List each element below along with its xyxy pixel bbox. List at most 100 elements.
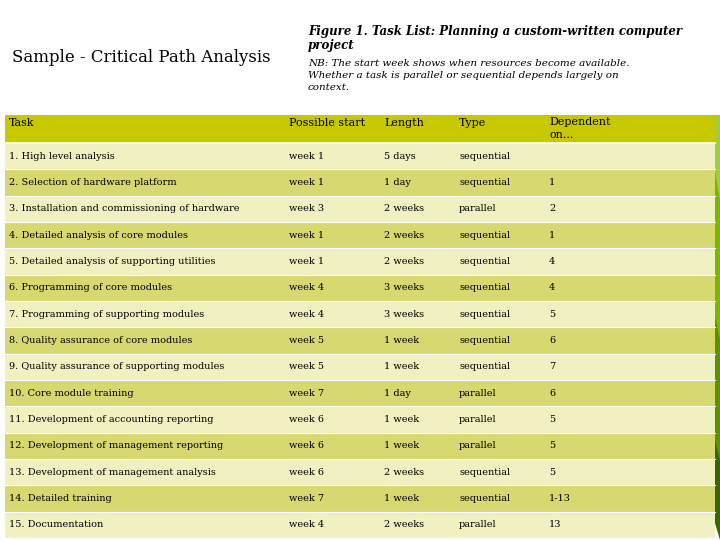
Polygon shape: [650, 0, 720, 340]
Text: 1. High level analysis: 1. High level analysis: [9, 152, 114, 161]
FancyBboxPatch shape: [5, 459, 715, 485]
Text: Possible start: Possible start: [289, 118, 365, 128]
Text: 13: 13: [549, 521, 562, 529]
Polygon shape: [560, 0, 720, 540]
Text: context.: context.: [308, 83, 350, 91]
Text: Length: Length: [384, 118, 424, 128]
Polygon shape: [685, 0, 720, 200]
Polygon shape: [600, 0, 720, 460]
Text: 2 weeks: 2 weeks: [384, 521, 424, 529]
Text: parallel: parallel: [459, 415, 497, 424]
FancyBboxPatch shape: [5, 195, 715, 222]
Text: 10. Core module training: 10. Core module training: [9, 389, 134, 397]
Text: 9. Quality assurance of supporting modules: 9. Quality assurance of supporting modul…: [9, 362, 225, 372]
Text: week 3: week 3: [289, 204, 324, 213]
Text: week 7: week 7: [289, 389, 324, 397]
Text: 5: 5: [549, 415, 555, 424]
Text: NB: The start week shows when resources become available.: NB: The start week shows when resources …: [308, 58, 629, 68]
Text: 1: 1: [549, 231, 555, 240]
Text: sequential: sequential: [459, 336, 510, 345]
Text: 1: 1: [549, 178, 555, 187]
Text: sequential: sequential: [459, 468, 510, 477]
Text: 2. Selection of hardware platform: 2. Selection of hardware platform: [9, 178, 176, 187]
Text: week 4: week 4: [289, 309, 324, 319]
Text: 1-13: 1-13: [549, 494, 571, 503]
FancyBboxPatch shape: [5, 512, 715, 538]
Text: sequential: sequential: [459, 231, 510, 240]
Text: 1 week: 1 week: [384, 441, 419, 450]
Text: 2: 2: [549, 204, 555, 213]
Text: 2 weeks: 2 weeks: [384, 231, 424, 240]
Text: sequential: sequential: [459, 152, 510, 161]
Text: 7. Programming of supporting modules: 7. Programming of supporting modules: [9, 309, 204, 319]
FancyBboxPatch shape: [5, 485, 715, 512]
Text: sequential: sequential: [459, 362, 510, 372]
Text: week 5: week 5: [289, 362, 324, 372]
Text: 1 week: 1 week: [384, 362, 419, 372]
FancyBboxPatch shape: [5, 433, 715, 459]
Text: 6: 6: [549, 389, 555, 397]
FancyBboxPatch shape: [5, 115, 715, 143]
Text: 15. Documentation: 15. Documentation: [9, 521, 103, 529]
Text: Figure 1. Task List: Planning a custom-written computer: Figure 1. Task List: Planning a custom-w…: [308, 25, 682, 38]
Text: 3 weeks: 3 weeks: [384, 284, 424, 292]
Text: week 1: week 1: [289, 231, 324, 240]
Text: 14. Detailed training: 14. Detailed training: [9, 494, 112, 503]
FancyBboxPatch shape: [5, 275, 715, 301]
Text: 5. Detailed analysis of supporting utilities: 5. Detailed analysis of supporting utili…: [9, 257, 215, 266]
Text: sequential: sequential: [459, 494, 510, 503]
Text: week 6: week 6: [289, 468, 324, 477]
Text: 4: 4: [549, 257, 555, 266]
Text: 4: 4: [549, 284, 555, 292]
Text: 5 days: 5 days: [384, 152, 415, 161]
Text: parallel: parallel: [459, 204, 497, 213]
Text: Dependent: Dependent: [549, 117, 611, 127]
Text: week 7: week 7: [289, 494, 324, 503]
Text: 6. Programming of core modules: 6. Programming of core modules: [9, 284, 172, 292]
Text: sequential: sequential: [459, 284, 510, 292]
Text: 3 weeks: 3 weeks: [384, 309, 424, 319]
Text: 2 weeks: 2 weeks: [384, 204, 424, 213]
Text: week 4: week 4: [289, 521, 324, 529]
Text: Type: Type: [459, 118, 486, 128]
Text: 7: 7: [549, 362, 555, 372]
Text: Task: Task: [9, 118, 35, 128]
Text: week 6: week 6: [289, 441, 324, 450]
FancyBboxPatch shape: [5, 222, 715, 248]
Text: 6: 6: [549, 336, 555, 345]
Text: 1 week: 1 week: [384, 494, 419, 503]
Text: 5: 5: [549, 441, 555, 450]
Text: project: project: [308, 39, 355, 52]
Text: parallel: parallel: [459, 441, 497, 450]
FancyBboxPatch shape: [5, 354, 715, 380]
Text: 2 weeks: 2 weeks: [384, 468, 424, 477]
FancyBboxPatch shape: [5, 380, 715, 406]
Text: Whether a task is parallel or sequential depends largely on: Whether a task is parallel or sequential…: [308, 71, 618, 79]
Text: sequential: sequential: [459, 309, 510, 319]
Text: 13. Development of management analysis: 13. Development of management analysis: [9, 468, 216, 477]
Text: week 5: week 5: [289, 336, 324, 345]
Text: 2 weeks: 2 weeks: [384, 257, 424, 266]
Text: 3. Installation and commissioning of hardware: 3. Installation and commissioning of har…: [9, 204, 240, 213]
Text: 1 week: 1 week: [384, 336, 419, 345]
Text: week 4: week 4: [289, 284, 324, 292]
Text: 11. Development of accounting reporting: 11. Development of accounting reporting: [9, 415, 214, 424]
Text: on...: on...: [549, 130, 573, 140]
Text: Sample - Critical Path Analysis: Sample - Critical Path Analysis: [12, 49, 271, 66]
Text: parallel: parallel: [459, 389, 497, 397]
Text: 5: 5: [549, 468, 555, 477]
FancyBboxPatch shape: [5, 301, 715, 327]
FancyBboxPatch shape: [5, 248, 715, 275]
FancyBboxPatch shape: [5, 170, 715, 195]
Text: 4. Detailed analysis of core modules: 4. Detailed analysis of core modules: [9, 231, 188, 240]
Text: 8. Quality assurance of core modules: 8. Quality assurance of core modules: [9, 336, 192, 345]
Text: 12. Development of management reporting: 12. Development of management reporting: [9, 441, 223, 450]
FancyBboxPatch shape: [5, 327, 715, 354]
Text: 1 week: 1 week: [384, 415, 419, 424]
Text: parallel: parallel: [459, 521, 497, 529]
Text: week 1: week 1: [289, 152, 324, 161]
Text: 1 day: 1 day: [384, 178, 411, 187]
Text: sequential: sequential: [459, 178, 510, 187]
FancyBboxPatch shape: [0, 0, 720, 115]
FancyBboxPatch shape: [5, 406, 715, 433]
